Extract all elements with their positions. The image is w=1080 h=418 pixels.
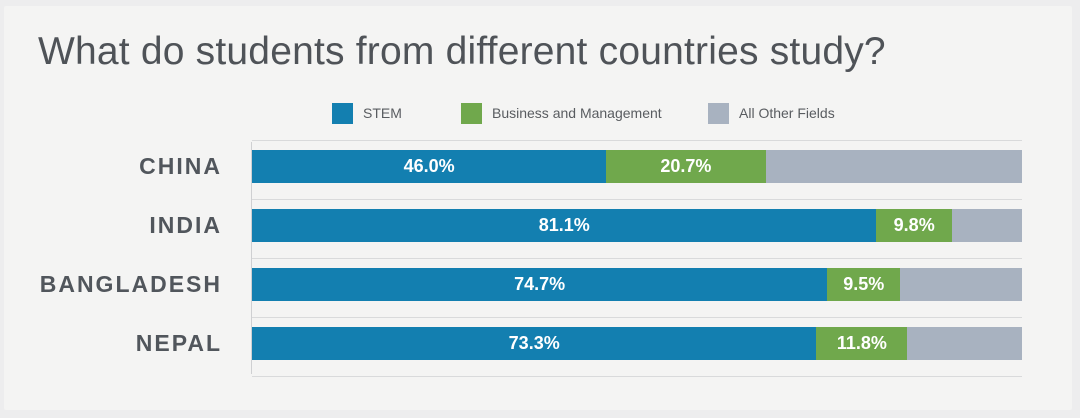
bar-row: 73.3% 11.8%	[252, 327, 1022, 360]
legend: STEM Business and Management All Other F…	[4, 98, 1072, 128]
legend-item-other: All Other Fields	[708, 98, 835, 128]
bar-segment	[951, 209, 1022, 242]
bar-segment	[907, 327, 1022, 360]
data-label: 74.7%	[514, 274, 566, 294]
bar-segment: 73.3%	[252, 327, 817, 360]
legend-label-business: Business and Management	[492, 105, 662, 121]
legend-swatch-other	[708, 102, 729, 124]
data-label: 73.3%	[508, 333, 560, 353]
bar-segment: 74.7%	[252, 268, 828, 301]
gridline	[252, 258, 1022, 259]
bar-row: 74.7% 9.5%	[252, 268, 1022, 301]
legend-swatch-business	[461, 102, 482, 124]
data-label: 9.5%	[843, 274, 885, 294]
bar-row: 81.1% 9.8%	[252, 209, 1022, 242]
data-label: 20.7%	[660, 156, 712, 176]
chart-title: What do students from different countrie…	[38, 30, 886, 73]
legend-item-stem: STEM	[332, 98, 402, 128]
gridline	[252, 376, 1022, 377]
legend-label-other: All Other Fields	[739, 105, 835, 121]
data-label: 81.1%	[538, 215, 590, 235]
bar-segment: 46.0%	[252, 150, 607, 183]
data-label: 9.8%	[893, 215, 935, 235]
legend-item-business: Business and Management	[461, 98, 662, 128]
category-axis-line	[251, 142, 252, 374]
gridline	[252, 140, 1022, 141]
category-label: CHINA	[139, 153, 222, 179]
bar-segment: 81.1%	[252, 209, 877, 242]
bar-segment	[900, 268, 1022, 301]
legend-label-stem: STEM	[363, 105, 402, 121]
bar-segment: 9.5%	[827, 268, 901, 301]
data-label: 11.8%	[836, 333, 887, 353]
gridline	[252, 317, 1022, 318]
legend-swatch-stem	[332, 102, 353, 124]
category-label: BANGLADESH	[39, 271, 222, 297]
bar-segment: 9.8%	[876, 209, 952, 242]
bar-segment	[765, 150, 1022, 183]
data-label: 46.0%	[403, 156, 455, 176]
bar-segment: 20.7%	[606, 150, 766, 183]
category-label: NEPAL	[135, 330, 222, 356]
category-label: INDIA	[149, 212, 222, 238]
slide: What do students from different countrie…	[4, 6, 1072, 410]
gridline	[252, 199, 1022, 200]
bar-segment: 11.8%	[816, 327, 908, 360]
bar-row: 46.0% 20.7%	[252, 150, 1022, 183]
